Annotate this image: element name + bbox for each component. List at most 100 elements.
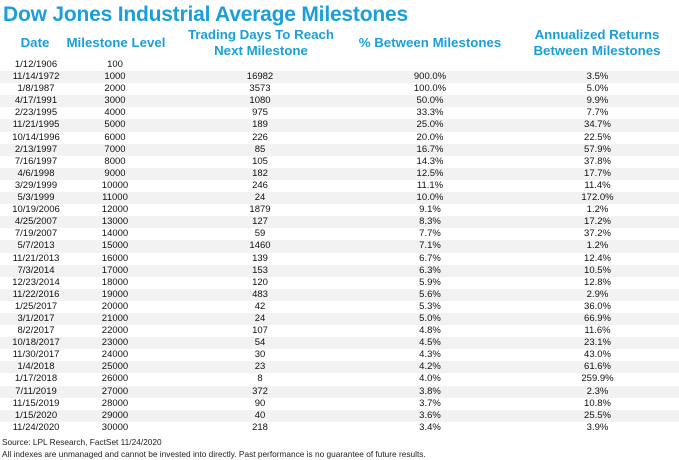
cell-trading-days: 483	[252, 288, 268, 300]
cell-annualized-return: 25.5%	[584, 409, 611, 421]
cell-trading-days: 120	[252, 276, 268, 288]
cell-pct-between: 8.3%	[419, 216, 441, 228]
cell-milestone-level: 18000	[101, 276, 129, 288]
cell-annualized-return: 36.0%	[584, 300, 611, 312]
cell-date: 11/21/2013	[12, 252, 60, 264]
cell-milestone-level: 25000	[101, 361, 129, 373]
cell-date: 1/8/1987	[17, 83, 55, 95]
cell-pct-between: 25.0%	[416, 119, 444, 131]
cell-trading-days: 24	[254, 312, 266, 324]
table-row: 11/30/2017 24000 30 4.3% 43.0%	[0, 349, 679, 361]
table-row: 11/21/2013 16000 139 6.7% 12.4%	[0, 253, 679, 265]
milestones-table-body: 1/12/1906 100 11/14/1972 1000 16982 900.0% 3.5…	[0, 59, 679, 434]
cell-trading-days: 3573	[249, 83, 271, 95]
cell-annualized-return: 172.0%	[581, 192, 614, 204]
cell-trading-days: 90	[254, 397, 266, 409]
table-row: 12/23/2014 18000 120 5.9% 12.8%	[0, 277, 679, 289]
cell-pct-between: 12.5%	[416, 167, 444, 179]
cell-date: 10/19/2006	[12, 204, 60, 216]
cell-annualized-return: 17.7%	[584, 167, 611, 179]
cell-date: 7/16/1997	[14, 155, 58, 167]
header-annualized-line2: Between Milestones	[533, 43, 661, 58]
cell-annualized-return: 10.8%	[584, 397, 611, 409]
header-trading-days-line1: Trading Days To Reach	[187, 27, 335, 42]
cell-annualized-return: 5.0%	[586, 83, 609, 95]
cell-pct-between: 900.0%	[413, 71, 447, 83]
cell-annualized-return: 2.3%	[586, 385, 609, 397]
cell-pct-between: 14.3%	[416, 155, 444, 167]
table-row: 1/12/1906 100	[0, 59, 679, 71]
cell-milestone-level: 26000	[101, 373, 129, 385]
cell-date: 4/6/1998	[17, 167, 55, 179]
cell-date: 11/21/1995	[12, 119, 60, 131]
cell-annualized-return: 11.4%	[584, 179, 611, 191]
cell-trading-days: 246	[252, 179, 268, 191]
cell-trading-days: 975	[252, 107, 268, 119]
cell-trading-days: 153	[252, 264, 268, 276]
cell-milestone-level: 23000	[101, 337, 129, 349]
header-trading-days: Trading Days To Reach Next Milestone	[172, 27, 350, 59]
cell-date: 1/17/2018	[14, 373, 58, 385]
table-row: 11/15/2019 28000 90 3.7% 10.8%	[0, 398, 679, 410]
cell-milestone-level: 28000	[101, 397, 129, 409]
cell-milestone-level: 9000	[104, 167, 126, 179]
cell-pct-between: 6.3%	[419, 264, 441, 276]
table-row: 2/13/1997 7000 85 16.7% 57.9%	[0, 143, 679, 156]
cell-milestone-level: 4000	[104, 107, 126, 119]
cell-trading-days: 218	[252, 421, 268, 433]
cell-pct-between: 4.2%	[419, 361, 441, 373]
cell-trading-days: 8	[257, 373, 263, 385]
cell-pct-between: 4.3%	[419, 349, 441, 361]
cell-pct-between: 3.8%	[419, 385, 441, 397]
cell-date: 12/23/2014	[12, 276, 60, 288]
cell-milestone-level: 8000	[104, 155, 126, 167]
table-row: 1/8/1987 2000 3573 100.0% 5.0%	[0, 83, 679, 95]
table-row: 1/17/2018 26000 8 4.0% 259.9%	[0, 373, 679, 385]
cell-pct-between: 5.6%	[419, 288, 441, 300]
cell-pct-between: 16.7%	[416, 143, 444, 155]
cell-annualized-return: 2.9%	[586, 288, 609, 300]
cell-date: 7/19/2007	[14, 228, 58, 240]
cell-milestone-level: 21000	[101, 312, 129, 324]
cell-pct-between: 3.4%	[419, 421, 441, 433]
cell-trading-days: 189	[252, 119, 268, 131]
cell-pct-between: 4.8%	[419, 325, 441, 337]
table-row: 7/3/2014 17000 153 6.3% 10.5%	[0, 264, 679, 277]
cell-trading-days: 372	[252, 385, 268, 397]
cell-date: 1/25/2017	[14, 300, 58, 312]
cell-milestone-level: 7000	[104, 143, 126, 155]
cell-milestone-level: 29000	[101, 409, 129, 421]
table-row: 7/11/2019 27000 372 3.8% 2.3%	[0, 385, 679, 398]
table-row: 11/22/2016 19000 483 5.6% 2.9%	[0, 288, 679, 301]
cell-annualized-return: 23.1%	[584, 337, 611, 349]
table-row: 8/2/2017 22000 107 4.8% 11.6%	[0, 325, 679, 337]
table-row: 3/29/1999 10000 246 11.1% 11.4%	[0, 180, 679, 192]
cell-pct-between: 11.1%	[416, 179, 444, 191]
cell-pct-between: 50.0%	[416, 95, 444, 107]
cell-trading-days: 1460	[249, 240, 271, 252]
cell-annualized-return: 9.9%	[586, 95, 609, 107]
cell-milestone-level: 10000	[101, 179, 129, 191]
cell-milestone-level: 2000	[104, 83, 126, 95]
cell-trading-days: 226	[252, 131, 268, 143]
table-row: 4/17/1991 3000 1080 50.0% 9.9%	[0, 95, 679, 108]
cell-pct-between: 5.3%	[419, 300, 441, 312]
cell-trading-days: 182	[252, 167, 268, 179]
table-row: 10/18/2017 23000 54 4.5% 23.1%	[0, 337, 679, 350]
cell-milestone-level: 16000	[101, 252, 129, 264]
cell-annualized-return: 10.5%	[584, 264, 611, 276]
cell-date: 1/12/1906	[14, 59, 58, 70]
cell-pct-between: 4.0%	[419, 373, 441, 385]
cell-trading-days: 107	[252, 325, 268, 337]
cell-pct-between: 7.7%	[419, 228, 441, 240]
cell-annualized-return: 66.9%	[584, 312, 611, 324]
cell-trading-days: 30	[254, 349, 266, 361]
table-row: 4/6/1998 9000 182 12.5% 17.7%	[0, 167, 679, 180]
table-title: Dow Jones Industrial Average Milestones	[3, 3, 408, 26]
cell-trading-days: 1080	[249, 95, 271, 107]
cell-pct-between: 20.0%	[416, 131, 444, 143]
table-row: 4/25/2007 13000 127 8.3% 17.2%	[0, 216, 679, 229]
cell-date: 11/24/2020	[12, 421, 60, 433]
table-row: 10/14/1996 6000 226 20.0% 22.5%	[0, 132, 679, 144]
table-row: 5/3/1999 11000 24 10.0% 172.0%	[0, 192, 679, 205]
